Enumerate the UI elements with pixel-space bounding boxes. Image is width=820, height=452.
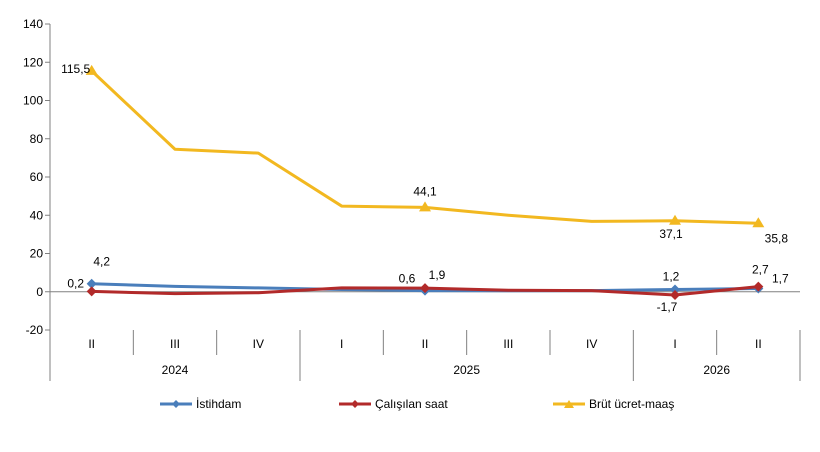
- legend-item-calisilan-saat: Çalışılan saat: [339, 397, 448, 411]
- y-tick-label: 40: [30, 208, 44, 222]
- x-group-label: 2025: [453, 363, 480, 377]
- data-label: 115,5: [61, 62, 90, 76]
- y-tick-label: 100: [23, 94, 43, 108]
- y-tick-label: 120: [23, 55, 43, 69]
- chart-data-labels: 4,2 0,6 1,2 1,7 0,2 1,9 -1,7 2,7 115,5 44,1 37,1 35…: [61, 62, 789, 314]
- data-point-marker: [670, 290, 680, 301]
- legend-swatch-istihdam: [160, 400, 192, 408]
- legend-item-istihdam: İstihdam: [160, 397, 241, 411]
- legend-swatch-brut-ucret-maas: [553, 400, 585, 408]
- data-label: 1,9: [429, 268, 446, 282]
- data-label: 0,6: [399, 272, 416, 286]
- legend-label-brut-ucret-maas: Brüt ücret-maaş: [589, 397, 675, 411]
- data-point-marker: [669, 214, 681, 225]
- data-label: 1,2: [663, 269, 680, 283]
- x-tick-label: I: [673, 337, 676, 351]
- data-label: 35,8: [765, 231, 789, 245]
- data-point-marker: [753, 281, 764, 292]
- x-tick-label: IV: [586, 337, 597, 351]
- x-group-label: 2024: [162, 363, 189, 377]
- y-tick-label: 140: [23, 17, 43, 31]
- data-label: -1,7: [657, 300, 678, 314]
- x-group-label: 2026: [703, 363, 730, 377]
- data-label: 2,7: [752, 263, 769, 277]
- data-label: 0,2: [67, 276, 84, 290]
- data-point-marker: [85, 64, 98, 75]
- legend-label-istihdam: İstihdam: [196, 397, 242, 411]
- x-tick-label: IV: [253, 337, 264, 351]
- chart-series: [85, 64, 765, 301]
- legend-item-brut-ucret-maas: Brüt ücret-maaş: [553, 397, 674, 411]
- y-tick-label: 0: [36, 285, 43, 299]
- data-point-marker: [86, 278, 97, 289]
- series-line-2: [90, 69, 759, 225]
- data-label: 4,2: [93, 255, 110, 269]
- data-point-marker: [670, 284, 680, 295]
- x-tick-label: II: [755, 337, 762, 351]
- legend-label-calisilan-saat: Çalışılan saat: [375, 397, 448, 411]
- y-tick-label: 20: [30, 247, 44, 261]
- x-tick-label: II: [88, 337, 95, 351]
- x-tick-label: III: [170, 337, 180, 351]
- data-label: 44,1: [413, 184, 437, 198]
- y-tick-label: -20: [26, 323, 44, 337]
- data-label: 1,7: [772, 271, 789, 285]
- data-label: 37,1: [659, 227, 683, 241]
- data-point-marker: [420, 283, 430, 294]
- data-point-marker: [752, 217, 765, 228]
- x-tick-label: I: [340, 337, 343, 351]
- y-tick-label: 60: [30, 170, 44, 184]
- x-tick-label: III: [503, 337, 513, 351]
- chart-legend: İstihdam Çalışılan saat Brüt ücret-maaş: [0, 397, 820, 421]
- x-tick-label: II: [422, 337, 429, 351]
- y-tick-label: 80: [30, 132, 44, 146]
- data-point-marker: [419, 201, 431, 212]
- legend-swatch-calisilan-saat: [339, 400, 371, 408]
- data-point-marker: [86, 286, 97, 297]
